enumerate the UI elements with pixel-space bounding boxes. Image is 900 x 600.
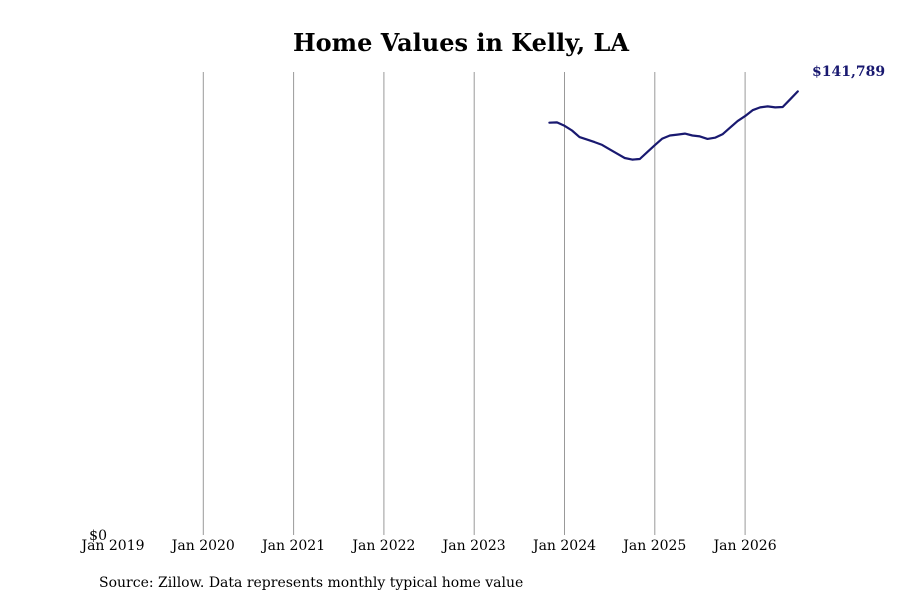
source-note: Source: Zillow. Data represents monthly … <box>99 575 523 591</box>
x-tick-label: Jan 2025 <box>621 538 686 554</box>
x-tick-label: Jan 2021 <box>260 538 325 554</box>
series-line-0 <box>548 90 799 161</box>
x-tick-label: Jan 2023 <box>441 538 506 554</box>
x-tick-label: Jan 2019 <box>79 538 144 554</box>
y-axis-ticks: $0 <box>89 528 107 544</box>
x-axis-ticks: Jan 2019 Jan 2020 Jan 2021 Jan 2022 Jan 2023… <box>79 538 776 554</box>
series-layer <box>548 90 799 161</box>
chart-title: Home Values in Kelly, LA <box>293 28 629 57</box>
end-value-label: $141,789 <box>812 64 885 80</box>
x-tick-label: Jan 2026 <box>712 538 777 554</box>
x-tick-label: Jan 2020 <box>170 538 235 554</box>
x-tick-label: Jan 2024 <box>531 538 596 554</box>
gridlines <box>202 72 746 535</box>
y-tick-label: $0 <box>89 528 107 544</box>
x-tick-label: Jan 2022 <box>350 538 415 554</box>
